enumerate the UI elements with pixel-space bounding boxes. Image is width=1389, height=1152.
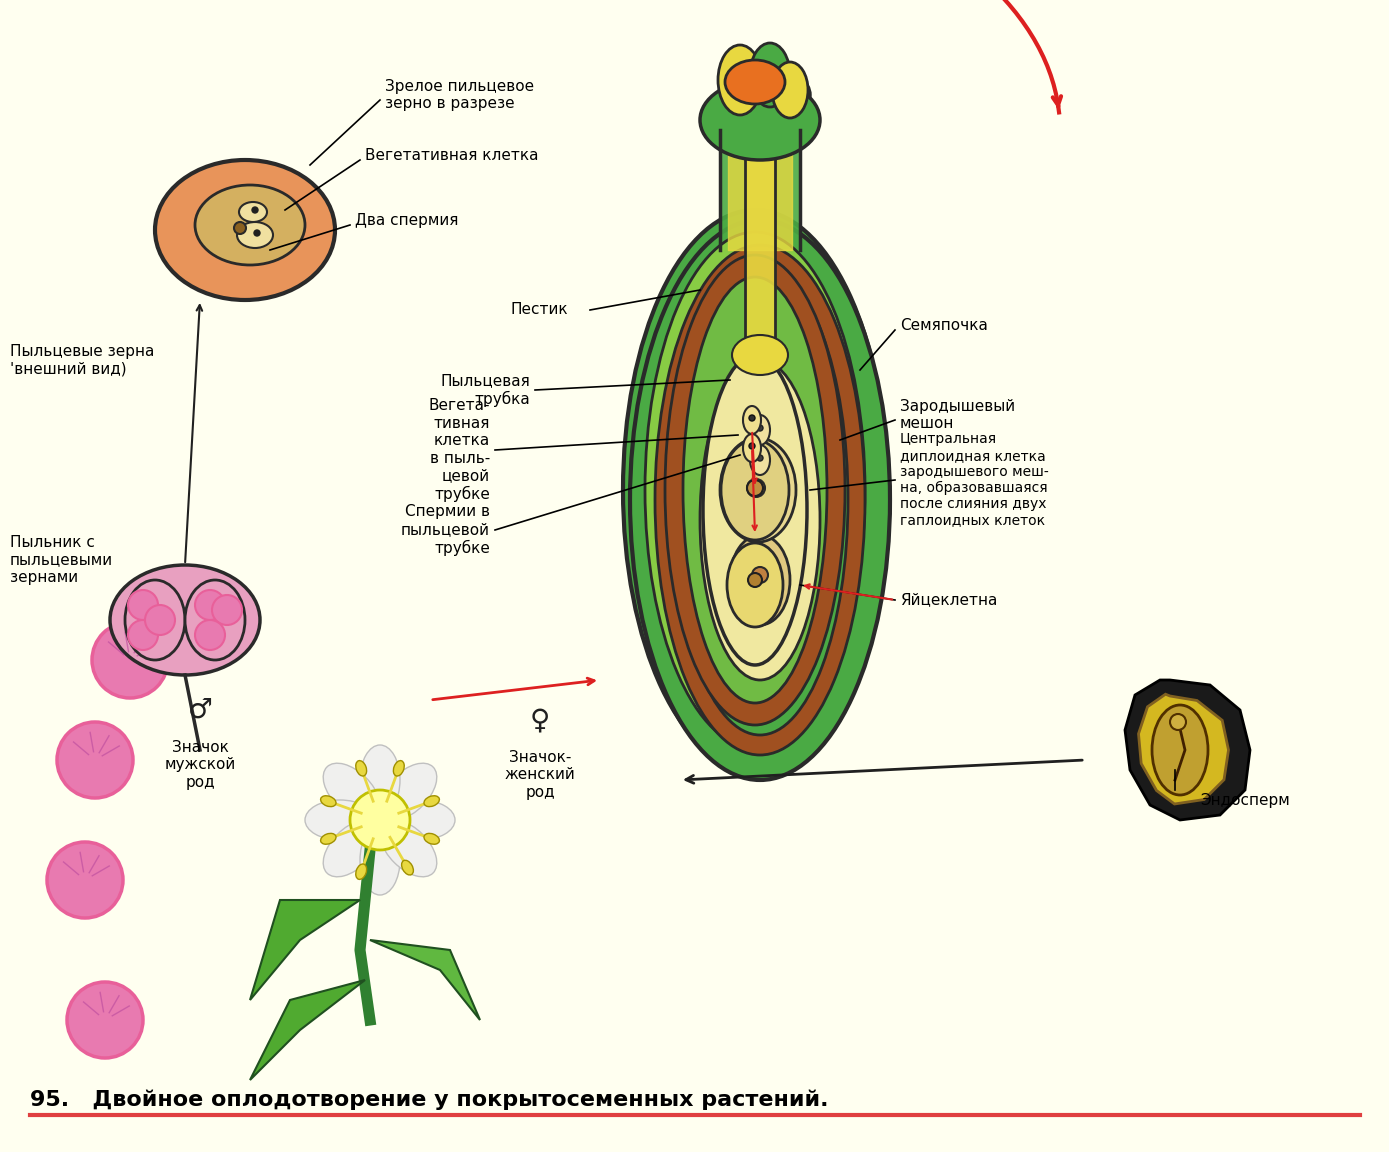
Circle shape	[144, 605, 175, 635]
Circle shape	[233, 222, 246, 234]
Circle shape	[251, 207, 258, 213]
Ellipse shape	[360, 745, 400, 814]
Ellipse shape	[194, 185, 306, 265]
Polygon shape	[369, 940, 481, 1020]
Text: Вегетативная клетка: Вегетативная клетка	[365, 147, 539, 162]
Ellipse shape	[424, 833, 439, 844]
Ellipse shape	[125, 579, 185, 660]
Ellipse shape	[1151, 705, 1208, 795]
Circle shape	[749, 415, 756, 420]
Polygon shape	[1139, 695, 1228, 804]
Ellipse shape	[740, 70, 810, 120]
Ellipse shape	[379, 820, 436, 877]
Polygon shape	[250, 900, 360, 1000]
Ellipse shape	[772, 62, 808, 118]
Ellipse shape	[720, 438, 796, 541]
Text: Зародышевый
мешон: Зародышевый мешон	[900, 399, 1015, 431]
Ellipse shape	[665, 255, 845, 725]
Circle shape	[751, 567, 768, 583]
Circle shape	[57, 722, 133, 798]
Circle shape	[757, 455, 763, 461]
Ellipse shape	[185, 579, 244, 660]
Ellipse shape	[324, 764, 381, 820]
Ellipse shape	[239, 202, 267, 222]
Ellipse shape	[393, 760, 404, 776]
Ellipse shape	[321, 833, 336, 844]
Circle shape	[194, 590, 225, 620]
Ellipse shape	[732, 335, 788, 376]
Ellipse shape	[644, 232, 865, 748]
Ellipse shape	[324, 820, 381, 877]
Ellipse shape	[379, 764, 436, 820]
Ellipse shape	[700, 79, 820, 160]
Ellipse shape	[356, 864, 367, 879]
Ellipse shape	[750, 415, 770, 445]
Text: ♀: ♀	[529, 706, 550, 734]
Polygon shape	[250, 980, 365, 1081]
Circle shape	[749, 444, 756, 449]
Circle shape	[749, 573, 763, 588]
Ellipse shape	[624, 210, 888, 770]
Circle shape	[213, 594, 242, 626]
Text: Вегета-
тивная
клетка
в пыль-
цевой
трубке: Вегета- тивная клетка в пыль- цевой труб…	[428, 399, 490, 501]
Circle shape	[350, 790, 410, 850]
Text: ♂: ♂	[188, 696, 213, 723]
Ellipse shape	[683, 276, 826, 703]
Ellipse shape	[424, 796, 439, 806]
Ellipse shape	[743, 434, 761, 462]
Text: Спермии в
пыльцевой
трубке: Спермии в пыльцевой трубке	[401, 505, 490, 555]
Ellipse shape	[401, 861, 414, 876]
Ellipse shape	[356, 760, 367, 776]
Circle shape	[92, 622, 168, 698]
Ellipse shape	[703, 355, 807, 665]
Circle shape	[254, 230, 260, 236]
Ellipse shape	[731, 535, 790, 626]
Text: Семяпочка: Семяпочка	[900, 318, 988, 333]
Ellipse shape	[360, 825, 400, 895]
Ellipse shape	[238, 222, 274, 248]
Ellipse shape	[750, 445, 770, 475]
Ellipse shape	[321, 796, 336, 806]
Ellipse shape	[110, 564, 260, 675]
Circle shape	[128, 620, 158, 650]
Ellipse shape	[631, 220, 890, 780]
Circle shape	[128, 590, 158, 620]
Text: 95.   Двойное оплодотворение у покрытосеменных растений.: 95. Двойное оплодотворение у покрытосеме…	[31, 1090, 828, 1111]
Circle shape	[757, 425, 763, 431]
Ellipse shape	[750, 43, 790, 107]
Text: Значок
мужской
род: Значок мужской род	[164, 740, 236, 790]
Text: Пыльцевые зерна
'внешний вид): Пыльцевые зерна 'внешний вид)	[10, 343, 154, 377]
Ellipse shape	[700, 359, 820, 680]
Circle shape	[47, 842, 124, 918]
Text: Пыльник с
пыльцевыми
зернами: Пыльник с пыльцевыми зернами	[10, 535, 113, 585]
Ellipse shape	[156, 160, 335, 300]
Ellipse shape	[385, 799, 456, 840]
Text: Зрелое пильцевое
зерно в разрезе: Зрелое пильцевое зерно в разрезе	[385, 78, 535, 112]
Circle shape	[1170, 714, 1186, 730]
Text: Эндосперм: Эндосперм	[1200, 793, 1290, 808]
Circle shape	[747, 479, 765, 497]
Text: Значок-
женский
род: Значок- женский род	[504, 750, 575, 799]
Circle shape	[194, 620, 225, 650]
Text: Яйцеклетна: Яйцеклетна	[900, 592, 997, 607]
Ellipse shape	[726, 543, 783, 627]
Text: Центральная
диплоидная клетка
зародышевого меш-
на, образовавшаяся
после слияния: Центральная диплоидная клетка зародышево…	[900, 432, 1049, 528]
Ellipse shape	[672, 265, 849, 735]
Ellipse shape	[306, 799, 375, 840]
Circle shape	[67, 982, 143, 1058]
Text: Пестик: Пестик	[510, 303, 568, 318]
Ellipse shape	[718, 45, 763, 115]
Text: Два спермия: Два спермия	[356, 212, 458, 227]
Ellipse shape	[725, 60, 785, 104]
Ellipse shape	[721, 440, 789, 540]
Text: Пыльцевая
трубка: Пыльцевая трубка	[440, 373, 531, 407]
Ellipse shape	[656, 245, 865, 755]
Ellipse shape	[743, 406, 761, 434]
Polygon shape	[1125, 680, 1250, 820]
Circle shape	[747, 480, 763, 497]
